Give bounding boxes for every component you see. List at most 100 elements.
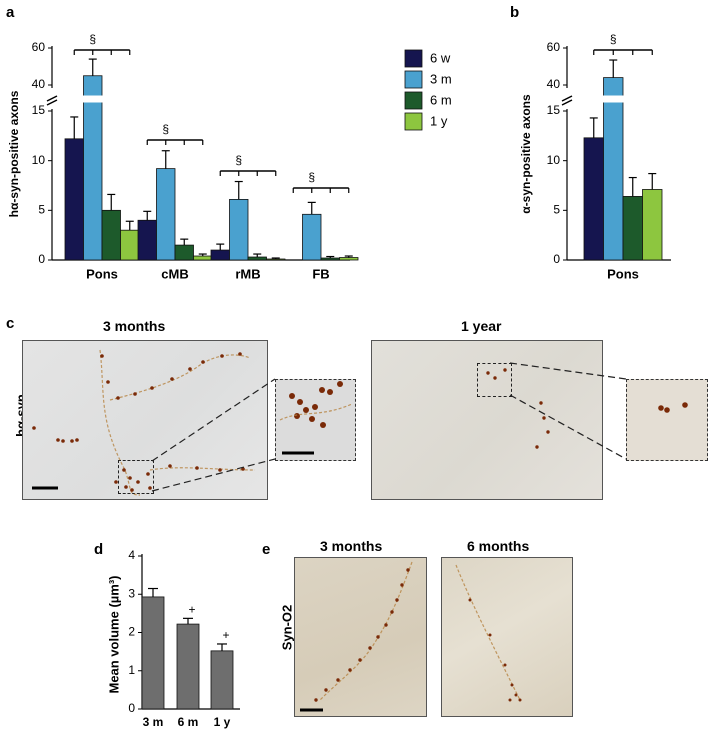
legend-swatch-6w — [404, 49, 423, 68]
stained-particle — [312, 404, 318, 410]
micrograph-e-3-months — [294, 557, 427, 717]
zoom-connector — [509, 362, 627, 380]
stained-particle — [238, 352, 242, 356]
stained-particle — [100, 354, 104, 358]
stained-fiber — [99, 349, 141, 496]
bar-d-6m — [176, 623, 200, 710]
panel-e-title-right: 6 months — [467, 538, 530, 554]
x-tick-label-b-pons: Pons — [607, 266, 639, 281]
stained-fiber — [455, 564, 521, 701]
stained-particle — [309, 416, 315, 422]
stained-particle — [514, 693, 518, 697]
stained-particle — [390, 610, 394, 614]
bar-a-cmb-6m — [174, 244, 194, 261]
axis-break-mark-a — [46, 95, 58, 102]
stained-particle — [324, 688, 328, 692]
stained-particle — [195, 466, 199, 470]
x-tick-label-d-1y: 1 y — [214, 715, 231, 729]
stained-particle — [539, 401, 543, 405]
stained-particle — [122, 468, 126, 472]
bar-b-pons-1y — [642, 189, 663, 261]
panel-e-title-left: 3 months — [320, 538, 383, 554]
inset-1-year — [626, 379, 708, 461]
zoom-connector — [151, 458, 276, 492]
significance-symbol-a: § — [235, 153, 242, 167]
x-tick-label-a-rmb: rMB — [235, 266, 260, 281]
stained-particle — [116, 396, 120, 400]
micrograph-3-months — [22, 340, 268, 500]
stained-particle — [468, 598, 472, 602]
y-tick-label-a: 10 — [32, 153, 46, 167]
stained-particle — [168, 464, 172, 468]
x-tick-label-d-6m: 6 m — [178, 715, 199, 729]
stained-particle — [128, 476, 132, 480]
stained-particle — [368, 646, 372, 650]
stained-particle — [486, 371, 490, 375]
legend-label-3m: 3 m — [430, 71, 452, 86]
bar-a-cmb-6w — [137, 219, 157, 261]
y-tick-label-b: 40 — [547, 77, 561, 91]
stained-particle — [61, 439, 65, 443]
bar-break-gap-a — [82, 95, 103, 103]
stained-fiber — [319, 561, 413, 701]
stained-particle — [106, 380, 110, 384]
legend-swatch-6m — [404, 91, 423, 110]
stained-particle — [508, 698, 512, 702]
significance-symbol-a: § — [162, 122, 169, 136]
stained-particle — [201, 360, 205, 364]
bar-a-rmb-1y — [266, 258, 286, 261]
stained-particle — [289, 393, 295, 399]
x-tick-label-a-fb: FB — [312, 266, 329, 281]
x-tick-label-a-cmb: cMB — [161, 266, 188, 281]
stained-particle — [148, 486, 152, 490]
stained-particle — [400, 583, 404, 587]
y-tick-label-b: 15 — [547, 103, 561, 117]
selection-box-3-months — [118, 460, 154, 494]
y-tick-label-a: 40 — [32, 77, 46, 91]
stained-particle — [336, 678, 340, 682]
stained-particle — [395, 598, 399, 602]
axis-break-mark-b — [561, 95, 573, 102]
stained-particle — [114, 480, 118, 484]
y-axis-label-d: Mean volume (µm³) — [106, 575, 121, 693]
stained-particle — [75, 438, 79, 442]
x-tick-label-d-3m: 3 m — [143, 715, 164, 729]
stained-particle — [320, 422, 326, 428]
stained-particle — [488, 633, 492, 637]
stained-particle — [170, 377, 174, 381]
stained-particle — [56, 438, 60, 442]
stained-particle — [70, 439, 74, 443]
y-axis-label-a: hα-syn-positive axons — [7, 90, 21, 217]
y-tick-label-d: 0 — [128, 701, 135, 715]
y-tick-label-b: 10 — [547, 153, 561, 167]
stained-particle — [130, 488, 134, 492]
panel-label-c: c — [6, 315, 15, 332]
bar-a-fb-1y — [339, 257, 359, 261]
y-tick-label-b: 0 — [553, 252, 560, 266]
stained-particle — [337, 381, 343, 387]
zoom-connector — [509, 394, 627, 460]
stained-particle — [319, 387, 325, 393]
stained-particle — [542, 416, 546, 420]
bar-d-3m — [141, 596, 165, 710]
stained-particle — [32, 426, 36, 430]
bar-a-pons-1y — [120, 229, 140, 261]
bar-b-pons-6m — [622, 196, 643, 261]
legend-label-1y: 1 y — [430, 113, 448, 128]
y-tick-label-d: 2 — [128, 625, 135, 639]
bar-a-fb-3m — [302, 213, 322, 261]
stained-particle — [546, 430, 550, 434]
panel-label-b: b — [510, 4, 520, 21]
stained-particle — [133, 392, 137, 396]
stained-particle — [406, 568, 410, 572]
selection-box-1-year — [477, 363, 512, 397]
axis-break-mark-b — [561, 99, 573, 106]
significance-plus-d: + — [222, 628, 229, 642]
y-tick-label-a: 5 — [38, 203, 45, 217]
inset-3-months — [275, 379, 356, 461]
x-tick-label-a-pons: Pons — [86, 266, 118, 281]
significance-plus-d: + — [188, 603, 195, 617]
bar-a-cmb-1y — [193, 255, 213, 261]
stained-particle — [348, 668, 352, 672]
